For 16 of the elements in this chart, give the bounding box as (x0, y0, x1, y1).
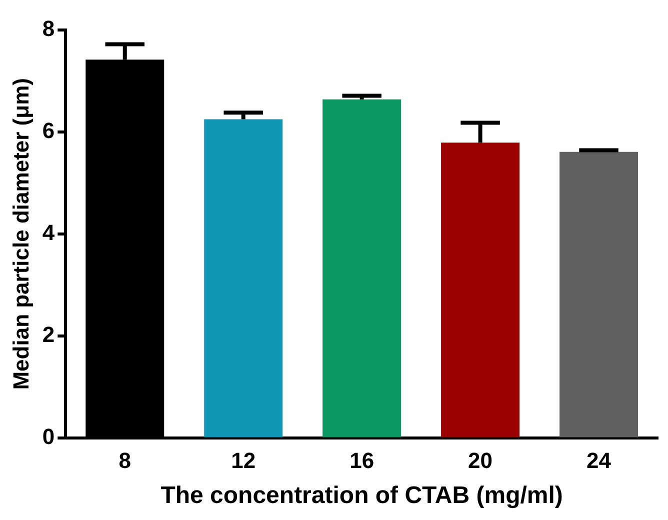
y-tick-label: 0 (42, 424, 55, 449)
y-tick-label: 4 (42, 220, 56, 245)
y-axis-title: Median particle diameter (μm) (8, 78, 34, 390)
x-tick-label: 8 (118, 448, 131, 474)
x-tick-label: 24 (586, 448, 612, 474)
y-tick-label: 2 (42, 322, 55, 347)
x-axis-title: The concentration of CTAB (mg/ml) (160, 482, 563, 510)
bar (204, 119, 283, 438)
bar (322, 99, 402, 438)
y-tick-label: 8 (42, 16, 55, 42)
x-tick-label: 16 (350, 448, 374, 474)
y-tick-label: 6 (42, 118, 55, 144)
bar (441, 142, 520, 438)
x-tick-label: 20 (468, 448, 493, 474)
bar (560, 152, 638, 438)
x-tick-label: 12 (231, 448, 256, 474)
